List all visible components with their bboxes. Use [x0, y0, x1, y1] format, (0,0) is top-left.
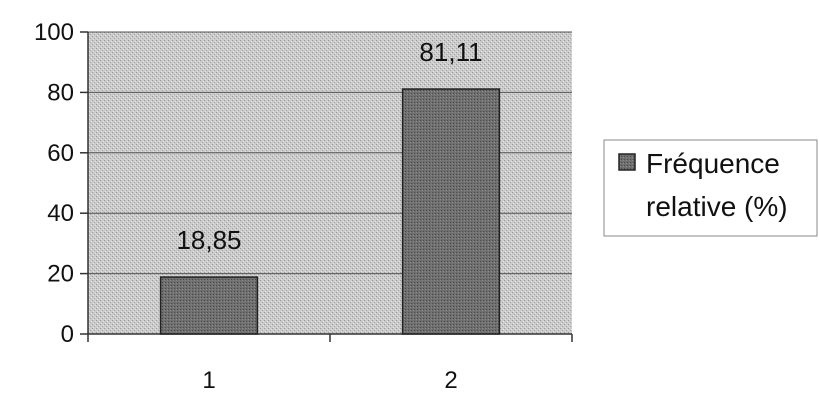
data-labels: 18,85 81,11	[176, 37, 482, 255]
y-tick-label: 20	[47, 261, 74, 288]
y-tick-label: 100	[34, 19, 74, 46]
y-tick-label: 60	[47, 140, 74, 167]
bar-1	[159, 276, 259, 335]
legend-label-line-1: Fréquence	[646, 148, 780, 179]
x-tick-label: 2	[444, 367, 457, 394]
y-tick-label: 40	[47, 200, 74, 227]
bar-2	[401, 88, 501, 335]
data-label: 18,85	[176, 225, 241, 255]
y-tick-label: 80	[47, 79, 74, 106]
legend: Fréquence relative (%)	[603, 139, 818, 237]
bars	[159, 88, 501, 335]
x-tick-label: 1	[202, 367, 215, 394]
legend-label-line-2: relative (%)	[646, 191, 788, 222]
y-axis-ticks: 0 20 40 60 80 100	[34, 19, 88, 348]
legend-swatch-icon	[618, 153, 636, 171]
data-label: 81,11	[419, 37, 482, 67]
y-tick-label: 0	[61, 321, 74, 348]
legend-box	[603, 139, 818, 237]
